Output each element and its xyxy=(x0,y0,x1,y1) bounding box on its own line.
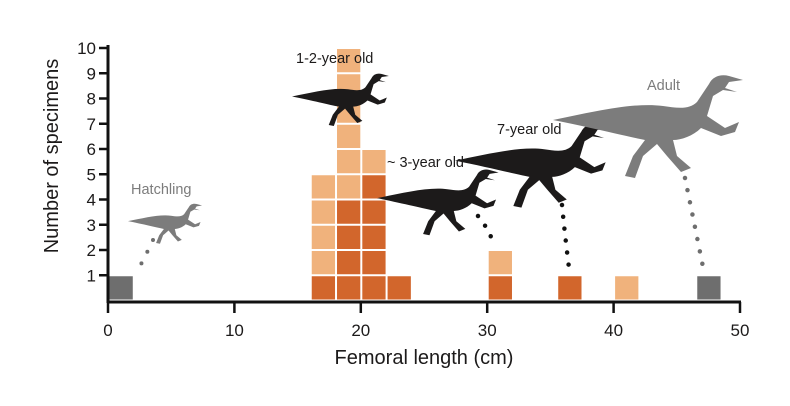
y-axis-label: Number of specimens xyxy=(41,59,63,254)
label-adult: Adult xyxy=(647,78,680,94)
x-axis-label: Femoral length (cm) xyxy=(335,347,514,369)
histogram-square-dark-bin-2 xyxy=(337,276,361,300)
histogram-square-light-bin-1 xyxy=(311,200,336,224)
histogram-square-light-bin-1 xyxy=(311,251,336,275)
hatchling-silhouette-icon xyxy=(128,203,203,244)
y-tick-label: 8 xyxy=(87,90,96,109)
x-tick-label: 20 xyxy=(351,321,370,340)
label-seven-year: 7-year old xyxy=(497,122,561,138)
y-tick-label: 10 xyxy=(77,39,96,58)
histogram-square-light-bin-5 xyxy=(488,251,512,275)
x-tick-label: 40 xyxy=(604,321,623,340)
histogram-square-light-bin-7 xyxy=(615,276,639,300)
adult-connector xyxy=(682,175,706,270)
y-tick-label: 9 xyxy=(87,64,96,83)
y-tick-label: 3 xyxy=(87,216,96,235)
histogram-square-light-bin-2 xyxy=(337,49,361,73)
histogram-square-gray-bin-0 xyxy=(109,276,133,300)
x-axis-ticks: 0 10 20 30 40 50 xyxy=(103,302,749,340)
histogram-square-dark-bin-1 xyxy=(311,276,336,300)
histogram-square-light-bin-1 xyxy=(311,225,336,249)
histogram-square-gray-bin-8 xyxy=(697,276,721,300)
y-tick-label: 7 xyxy=(87,115,96,134)
histogram-square-light-bin-2 xyxy=(337,124,361,148)
histogram-square-dark-bin-3 xyxy=(362,225,386,249)
y-tick-label: 2 xyxy=(87,241,96,260)
y-tick-label: 6 xyxy=(87,140,96,159)
histogram-square-light-bin-2 xyxy=(337,175,361,199)
hatchling-connector xyxy=(137,238,155,270)
histogram-square-dark-bin-3 xyxy=(362,251,386,275)
y-axis-ticks: 1 2 3 4 5 6 7 8 9 10 xyxy=(77,39,108,285)
x-tick-label: 10 xyxy=(225,321,244,340)
histogram-square-dark-bin-2 xyxy=(337,251,361,275)
three-year-silhouette-icon xyxy=(377,169,499,236)
label-hatchling: Hatchling xyxy=(131,182,191,198)
x-tick-label: 50 xyxy=(731,321,750,340)
histogram-square-dark-bin-3 xyxy=(362,175,386,199)
histogram-square-dark-bin-3 xyxy=(362,200,386,224)
y-tick-label: 1 xyxy=(87,266,96,285)
histogram-square-light-bin-2 xyxy=(337,150,361,174)
histogram-square-dark-bin-5 xyxy=(488,276,512,300)
histogram-square-light-bin-3 xyxy=(362,150,386,174)
x-tick-label: 0 xyxy=(103,321,112,340)
histogram-square-dark-bin-2 xyxy=(337,200,361,224)
y-tick-label: 4 xyxy=(87,191,96,210)
label-one-two-year: 1-2-year old xyxy=(296,51,373,67)
three-year-connector xyxy=(475,213,496,245)
label-three-year: ~ 3-year old xyxy=(387,155,464,171)
x-tick-label: 30 xyxy=(478,321,497,340)
histogram-square-dark-bin-3 xyxy=(362,276,386,300)
histogram-square-dark-bin-6 xyxy=(558,276,582,300)
seven-year-connector xyxy=(559,202,572,271)
y-tick-label: 5 xyxy=(87,165,96,184)
histogram-square-dark-bin-4 xyxy=(387,276,411,300)
histogram-square-light-bin-1 xyxy=(311,175,336,199)
histogram-square-dark-bin-2 xyxy=(337,225,361,249)
